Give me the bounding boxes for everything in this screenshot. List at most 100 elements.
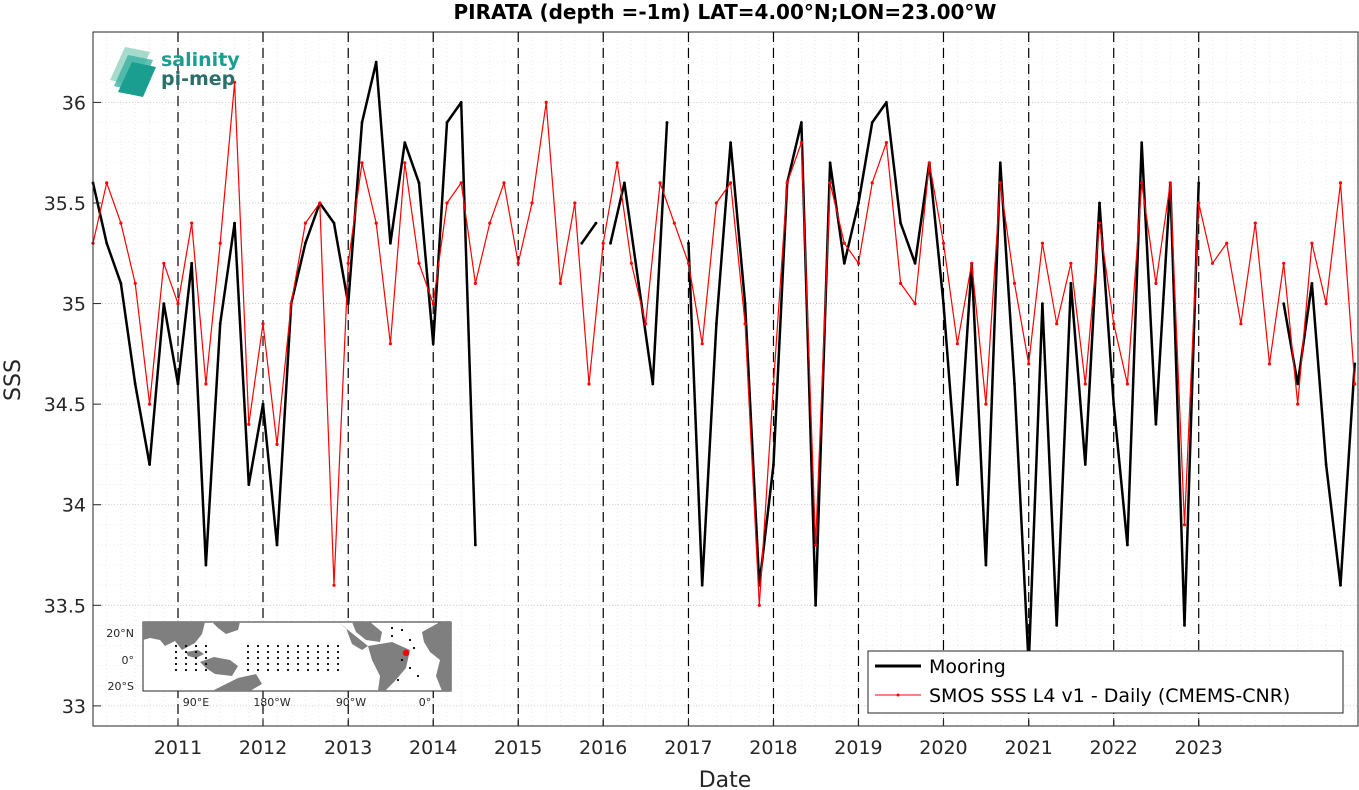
- x-tick-label: 2014: [409, 737, 457, 759]
- plot-area: [91, 31, 1359, 727]
- data-point: [218, 241, 222, 245]
- data-point: [318, 201, 322, 205]
- data-point: [580, 241, 584, 245]
- y-tick-label: 35.5: [44, 193, 86, 215]
- mooring-dot: [390, 626, 394, 630]
- legend-smos-marker: [896, 693, 900, 697]
- mooring-dot: [184, 668, 188, 672]
- y-tick-label: 33.5: [44, 595, 86, 617]
- data-point: [374, 60, 378, 64]
- data-point: [275, 442, 279, 446]
- mooring-dot: [416, 674, 420, 678]
- mooring-dot: [174, 668, 178, 672]
- y-tick-label: 34.5: [44, 394, 86, 416]
- mooring-dot: [256, 644, 260, 648]
- x-tick-label: 2012: [239, 737, 287, 759]
- mooring-dot: [204, 656, 208, 660]
- mooring-dot: [194, 662, 198, 666]
- data-point: [1027, 362, 1031, 366]
- mooring-dot: [336, 650, 340, 654]
- x-tick-label: 2019: [834, 737, 882, 759]
- mooring-dot: [174, 650, 178, 654]
- data-point: [1239, 322, 1243, 326]
- mooring-dot: [286, 668, 290, 672]
- data-point: [204, 382, 208, 386]
- data-point: [1126, 543, 1129, 547]
- data-point: [800, 121, 803, 124]
- data-point: [998, 161, 1002, 165]
- data-point: [629, 261, 634, 265]
- mooring-dot: [246, 650, 250, 654]
- salinity-pi-mep-logo: salinity pi-mep: [110, 47, 240, 97]
- x-tick-label: 2016: [579, 737, 627, 759]
- data-point: [665, 121, 669, 124]
- mooring-dot: [326, 668, 330, 672]
- y-axis-label: SSS: [1, 359, 26, 401]
- data-point: [1310, 282, 1314, 285]
- inset-ytick-label: 20°S: [108, 680, 134, 693]
- data-point: [1140, 181, 1144, 185]
- mooring-dot: [184, 644, 188, 648]
- data-point: [119, 221, 123, 225]
- mooring-dot: [266, 656, 270, 660]
- chart-title: PIRATA (depth =-1m) LAT=4.00°N;LON=23.00…: [454, 0, 997, 24]
- mooring-dot: [246, 644, 250, 648]
- data-point: [658, 181, 662, 185]
- mooring-dot: [296, 650, 300, 654]
- data-point: [558, 281, 563, 285]
- inset-map: 20°N 0° 20°S 90°E 180°W 90°W 0°: [106, 621, 452, 709]
- series-line: [92, 81, 1356, 606]
- mooring-dot: [336, 656, 340, 660]
- data-point: [1324, 302, 1328, 306]
- data-point: [927, 161, 931, 165]
- mooring-dot: [194, 668, 198, 672]
- data-point: [828, 161, 832, 165]
- data-point: [644, 322, 648, 326]
- x-tick-label: 2021: [1005, 737, 1053, 759]
- mooring-dot: [408, 638, 412, 642]
- data-point: [1183, 624, 1186, 627]
- x-tick-label: 2022: [1090, 737, 1138, 759]
- data-point: [1253, 221, 1257, 225]
- x-tick-label: 2013: [324, 737, 372, 759]
- mooring-dot: [336, 644, 340, 648]
- data-point: [799, 141, 804, 145]
- mooring-dot: [266, 662, 270, 666]
- mooring-dot: [286, 650, 290, 654]
- mooring-dot: [408, 666, 412, 670]
- data-point: [389, 241, 392, 245]
- data-point: [332, 221, 336, 225]
- mooring-dot: [306, 656, 310, 660]
- mooring-dot: [326, 644, 330, 648]
- data-point: [1282, 302, 1286, 305]
- data-point: [474, 543, 477, 547]
- data-point: [956, 483, 959, 486]
- mooring-dot: [266, 650, 270, 654]
- mooring-dot: [286, 662, 290, 666]
- mooring-dot: [396, 678, 400, 682]
- mooring-dot: [306, 644, 310, 648]
- mooring-dot: [174, 656, 178, 660]
- data-point: [1168, 181, 1172, 185]
- mooring-dot: [256, 656, 260, 660]
- current-mooring-marker: [402, 649, 410, 657]
- data-point: [884, 141, 889, 145]
- mooring-dot: [276, 668, 280, 672]
- data-point: [417, 261, 421, 265]
- data-point: [700, 342, 704, 346]
- mooring-dot: [184, 662, 188, 666]
- x-tick-label: 2020: [919, 737, 967, 759]
- mooring-dot: [326, 662, 330, 666]
- y-tick-label: 34: [62, 495, 86, 517]
- data-point: [1083, 463, 1087, 466]
- data-point: [984, 402, 988, 406]
- data-point: [176, 302, 180, 306]
- mooring-dot: [204, 662, 208, 666]
- data-point: [842, 241, 846, 245]
- data-point: [814, 603, 817, 607]
- logo-line1: salinity: [161, 49, 240, 71]
- mooring-dot: [412, 646, 416, 650]
- data-point: [346, 302, 350, 305]
- mooring-dot: [336, 662, 340, 666]
- inset-xtick-label: 90°W: [336, 696, 366, 709]
